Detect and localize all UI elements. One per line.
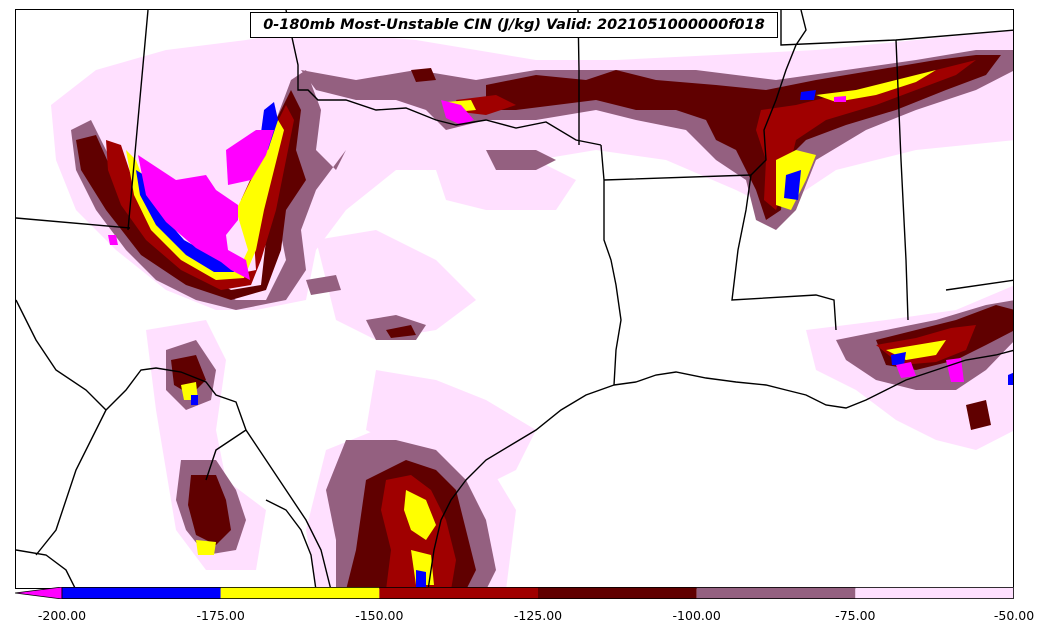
border-ar-la-ms [603,10,807,181]
colorbar-tick-label: -150.00 [355,608,404,623]
colorbar-tick-label: -175.00 [196,608,245,623]
border-mexico-states-3 [265,499,317,588]
colorbar [15,587,1014,599]
state-and-coast-borders [16,10,1013,588]
colorbar-bin [538,587,697,599]
gulf-coastline-texas [427,384,615,588]
colorbar-outline [61,587,1014,599]
border-ms-al [895,39,909,321]
colorbar-bin [220,587,380,599]
border-tx-ok [285,10,602,146]
border-mexico-states-2 [205,429,247,481]
colorbar-bin [379,587,538,599]
border-co-nm [16,217,131,229]
colorbar-underflow-arrow [15,587,63,599]
colorbar-tick-label: -200.00 [37,608,87,623]
border-al-fl [945,279,1013,291]
border-us-mexico [16,299,332,588]
border-mexico-states-4 [16,549,76,588]
border-tn [780,10,1013,46]
border-mexico-states-1 [35,409,107,556]
colorbar-bin [62,587,221,599]
border-la-ms [731,174,837,331]
colorbar-bin [855,587,1014,599]
colorbar-tick-label: -75.00 [835,608,876,623]
colorbar-bin [696,587,856,599]
colorbar-tick-label: -100.00 [672,608,721,623]
colorbar-tick-label: -50.00 [993,608,1035,623]
map-title: 0-180mb Most-Unstable CIN (J/kg) Valid: … [250,12,778,38]
map-panel [15,9,1014,589]
gulf-coastline-east [613,349,1013,409]
border-nm-tx [127,10,149,231]
colorbar-tick-label: -125.00 [513,608,563,623]
cin-contour-fields [51,30,1013,588]
cin-map [16,10,1013,588]
cin-band-magenta [108,96,964,382]
border-tx-la [600,144,622,386]
